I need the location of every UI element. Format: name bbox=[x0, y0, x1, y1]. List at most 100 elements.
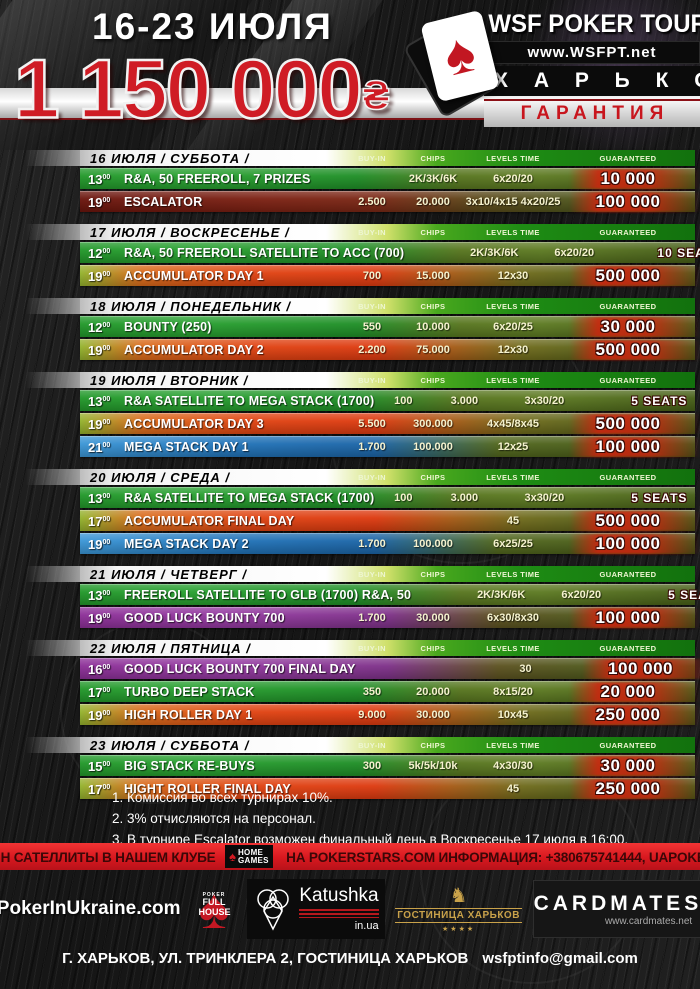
full-house-spade-icon: ♠ bbox=[198, 876, 230, 941]
guaranteed-value: 500 000 bbox=[561, 266, 695, 286]
start-time: 1300 bbox=[88, 393, 111, 409]
note-line: 1. Комиссия во всех турнирах 10%. bbox=[112, 790, 333, 805]
day-section: 16 ИЮЛЯ / СУББОТА / BUY-IN CHIPS LEVELS … bbox=[26, 150, 695, 212]
day-title: 23 ИЮЛЯ / СУББОТА / bbox=[90, 737, 250, 753]
day-section: 17 ИЮЛЯ / ВОСКРЕСЕНЬЕ / BUY-IN CHIPS LEV… bbox=[26, 224, 700, 286]
buyin-value: 2.500 bbox=[358, 196, 386, 208]
city-name: Х А Р Ь К О В bbox=[484, 66, 700, 96]
prize-amount: 1 150 000₴ bbox=[13, 46, 390, 132]
tournament-row: 1200 BOUNTY (250) 550 10.000 6x20/25 30 … bbox=[80, 316, 695, 337]
tournament-name: ESCALATOR bbox=[124, 195, 203, 209]
full-house-poker-label: POKER bbox=[202, 892, 226, 898]
tournament-name: R&A SATELLITE TO MEGA STACK (1700) bbox=[124, 394, 375, 408]
cardmates-site: www.cardmates.net bbox=[604, 915, 693, 927]
tournament-name: TURBO DEEP STACK bbox=[124, 685, 255, 699]
guaranteed-value: 500 000 bbox=[561, 414, 695, 434]
hryvnia-symbol: ₴ bbox=[362, 73, 390, 119]
guaranteed-value: 30 000 bbox=[561, 317, 695, 337]
chips-value: 15.000 bbox=[416, 270, 450, 282]
chips-value: 100.000 bbox=[413, 441, 453, 453]
buyin-value: 9.000 bbox=[358, 709, 386, 721]
start-time: 1300 bbox=[88, 587, 111, 603]
buyin-value: 5.500 bbox=[358, 418, 386, 430]
levels-value: 3x30/20 bbox=[524, 395, 565, 407]
address-text: Г. ХАРЬКОВ, УЛ. ТРИНКЛЕРА 2, ГОСТИНИЦА Х… bbox=[62, 950, 469, 967]
guaranteed-value: 30 000 bbox=[561, 756, 695, 776]
levels-value: 30 bbox=[519, 663, 532, 675]
tournament-name: MEGA STACK DAY 1 bbox=[124, 440, 249, 454]
start-time: 1900 bbox=[88, 342, 111, 358]
guaranteed-value: 500 000 bbox=[561, 511, 695, 531]
home-games-badge: ♠ HOME GAMES bbox=[225, 845, 273, 868]
buyin-value: 550 bbox=[362, 321, 382, 333]
full-house-logo: ♠ POKER FULL HOUSE bbox=[198, 876, 231, 941]
chips-value: 20.000 bbox=[416, 196, 450, 208]
tournament-name: ACCUMULATOR DAY 1 bbox=[124, 269, 264, 283]
levels-value: 10x45 bbox=[497, 709, 529, 721]
column-header-buyin: BUY-IN bbox=[358, 153, 386, 163]
tournament-name: ACCUMULATOR FINAL DAY bbox=[124, 514, 295, 528]
tournament-row: 1700 TURBO DEEP STACK 350 20.000 8x15/20… bbox=[80, 681, 695, 702]
levels-value: 4x30/30 bbox=[493, 760, 533, 772]
buyin-value: 100 bbox=[394, 395, 413, 407]
column-header-buyin: BUY-IN bbox=[358, 643, 386, 653]
tournament-row: 1500 BIG STACK RE-BUYS 300 5k/5k/10k 4x3… bbox=[80, 755, 695, 776]
day-title: 21 ИЮЛЯ / ЧЕТВЕРГ / bbox=[90, 566, 247, 582]
tournament-row: 1200 R&A, 50 FREEROLL SATELLITE TO ACC (… bbox=[80, 242, 700, 263]
spade-icon: ♠ bbox=[437, 19, 482, 88]
full-house-text: POKER FULL HOUSE bbox=[198, 892, 231, 917]
column-header-chips: CHIPS bbox=[420, 569, 446, 579]
column-header-levels: LEVELS TIME bbox=[486, 569, 540, 579]
start-time: 1700 bbox=[88, 513, 111, 529]
prize-number: 1 150 000 bbox=[13, 42, 364, 136]
chips-value: 5k/5k/10k bbox=[408, 760, 458, 772]
day-header-bar: 20 ИЮЛЯ / СРЕДА / BUY-IN CHIPS LEVELS TI… bbox=[26, 469, 695, 485]
cardmates-logo: CARDMATES www.cardmates.net bbox=[532, 880, 700, 938]
tournament-row: 1300 R&A SATELLITE TO MEGA STACK (1700) … bbox=[80, 487, 695, 508]
levels-value: 3x30/20 bbox=[524, 492, 565, 504]
home-games-label: HOME GAMES bbox=[237, 848, 269, 865]
guaranteed-value: 250 000 bbox=[561, 779, 695, 799]
chips-value: 300.000 bbox=[413, 418, 453, 430]
levels-value: 12x25 bbox=[497, 441, 529, 453]
full-house-line2: HOUSE bbox=[198, 906, 231, 917]
guaranteed-value: 10 000 bbox=[561, 169, 695, 189]
note-line: 2. 3% отчисляются на персонал. bbox=[112, 810, 316, 826]
start-time: 1900 bbox=[88, 194, 111, 210]
pokerstars-spade-icon: ♠ bbox=[229, 849, 236, 864]
guarantee-label: ГАРАНТИЯ bbox=[484, 99, 700, 127]
banner-text-left: ОНЛАЙН САТЕЛЛИТЫ В НАШЕМ КЛУБЕ bbox=[0, 848, 216, 865]
levels-value: 8x15/20 bbox=[493, 686, 533, 698]
tournament-name: GOOD LUCK BOUNTY 700 bbox=[124, 611, 285, 625]
column-header-levels: LEVELS TIME bbox=[486, 740, 540, 750]
levels-value: 6x30/8x30 bbox=[487, 612, 539, 624]
levels-value: 3x10/4x15 4x20/25 bbox=[465, 196, 561, 208]
katushka-logo: Katushka in.ua bbox=[247, 879, 385, 939]
start-time: 1900 bbox=[88, 610, 111, 626]
tournament-name: ACCUMULATOR DAY 3 bbox=[124, 417, 264, 431]
event-dates: 16-23 ИЮЛЯ bbox=[92, 6, 333, 47]
katushka-text: Katushka in.ua bbox=[299, 885, 379, 932]
tournament-name: ACCUMULATOR DAY 2 bbox=[124, 343, 264, 357]
header: 16-23 ИЮЛЯ 1 150 000₴ ♠ WSF POKER TOUR w… bbox=[0, 0, 700, 148]
start-time: 1700 bbox=[88, 684, 111, 700]
column-header-guaranteed: GUARANTEED bbox=[599, 740, 657, 750]
column-header-buyin: BUY-IN bbox=[358, 472, 386, 482]
hotel-stars: ★★★★ bbox=[442, 925, 476, 933]
day-section: 19 ИЮЛЯ / ВТОРНИК / BUY-IN CHIPS LEVELS … bbox=[26, 372, 695, 457]
tournament-row: 1700 ACCUMULATOR FINAL DAY 45 500 000 bbox=[80, 510, 695, 531]
start-time: 1200 bbox=[88, 319, 111, 335]
start-time: 1900 bbox=[88, 536, 111, 552]
guaranteed-value: 10 SEATS bbox=[657, 246, 700, 260]
start-time: 1900 bbox=[88, 416, 111, 432]
chips-value: 30.000 bbox=[416, 612, 450, 624]
tournament-name: HIGHT ROLLER FINAL DAY bbox=[124, 782, 291, 796]
cardmates-name: CARDMATES bbox=[533, 891, 700, 915]
day-title: 20 ИЮЛЯ / СРЕДА / bbox=[90, 469, 230, 485]
chips-value: 75.000 bbox=[416, 344, 450, 356]
buyin-value: 2.200 bbox=[358, 344, 386, 356]
games-label: GAMES bbox=[237, 855, 269, 865]
column-header-levels: LEVELS TIME bbox=[486, 472, 540, 482]
tournament-row: 1900 ACCUMULATOR DAY 3 5.500 300.000 4x4… bbox=[80, 413, 695, 434]
